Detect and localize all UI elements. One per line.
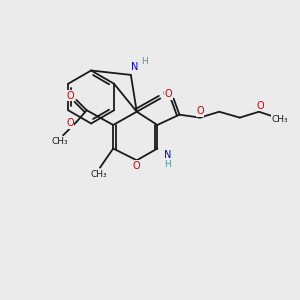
Text: H: H: [142, 57, 148, 66]
Text: O: O: [164, 89, 172, 99]
Text: O: O: [67, 91, 74, 100]
Text: CH₃: CH₃: [90, 169, 107, 178]
Text: N: N: [164, 150, 171, 160]
Text: O: O: [133, 160, 141, 171]
Text: O: O: [163, 89, 171, 99]
Text: O: O: [256, 101, 264, 111]
Text: CH₃: CH₃: [51, 137, 68, 146]
Text: CH₃: CH₃: [271, 115, 288, 124]
Text: O: O: [66, 118, 74, 128]
Text: H: H: [164, 160, 171, 169]
Text: N: N: [131, 62, 138, 72]
Text: O: O: [196, 106, 204, 116]
